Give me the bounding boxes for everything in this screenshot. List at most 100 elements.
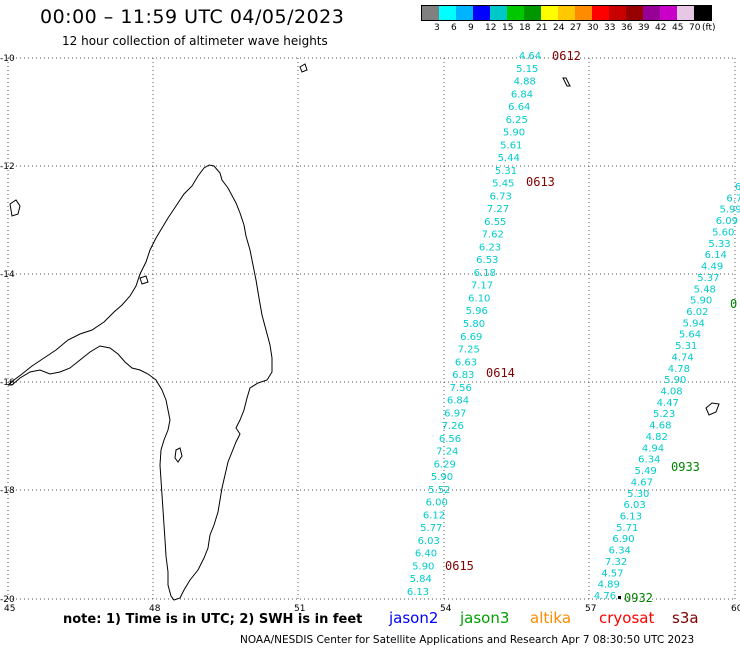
wave-height-value: 6.55 [484, 217, 506, 228]
pass-time-label: 0614 [486, 366, 515, 380]
wave-height-value: 5.90 [431, 472, 453, 483]
pass-time-label: 0 [730, 297, 737, 311]
wave-height-value: 7.26 [442, 421, 464, 432]
legend-cryosat: cryosat [599, 609, 655, 627]
colorbar-label: 36 [621, 23, 633, 33]
pass-time-label: 0932 [624, 591, 653, 605]
wave-height-value: 4.82 [646, 432, 668, 443]
wave-height-value: 6.13 [620, 512, 642, 523]
colorbar-label: 33 [604, 23, 616, 33]
wave-height-value: 4.57 [601, 568, 623, 579]
wave-height-value: 6.84 [447, 396, 469, 407]
pass-marker [618, 596, 621, 599]
madagascar-coastline [8, 164, 273, 601]
colorbar-label: 21 [536, 23, 548, 33]
wave-height-value: 5.61 [500, 140, 522, 151]
latitude-label: -10 [0, 54, 15, 64]
colorbar-label: 30 [587, 23, 599, 33]
wave-height-value: 7.24 [436, 447, 458, 458]
madagascar-north-coast [7, 164, 210, 386]
wave-height-value: 6.10 [468, 294, 490, 305]
small-island-6 [562, 77, 571, 87]
colorbar-swatch [490, 6, 507, 20]
colorbar-swatch [660, 6, 677, 20]
colorbar-labels: 3 6 9 12 15 18 21 24 27 30 33 36 39 42 45 70 (ft) [421, 21, 716, 33]
wave-height-value: 4.78 [668, 364, 690, 375]
wave-height-value: 5.90 [503, 128, 525, 139]
colorbar-swatch [609, 6, 626, 20]
small-island-5 [705, 402, 720, 416]
wave-height-value: 6.23 [479, 242, 501, 253]
wave-height-value: 6.90 [612, 534, 634, 545]
wave-height-value: 4.47 [657, 398, 679, 409]
wave-height-value: 4.74 [671, 352, 693, 363]
wave-height-value: 5.15 [516, 64, 538, 75]
wave-height-value: 5.96 [466, 306, 488, 317]
wave-height-value: 6.53 [476, 255, 498, 266]
longitude-label: 54 [440, 604, 452, 614]
colorbar-swatches [421, 5, 712, 21]
wave-height-value: 7.62 [482, 230, 504, 241]
colorbar-swatch [575, 6, 592, 20]
wave-height-value: 6.12 [423, 510, 445, 521]
latitude-label: -18 [0, 486, 15, 496]
colorbar-swatch [456, 6, 473, 20]
wave-height-value: 6.09 [716, 216, 738, 227]
wave-height-value: 4.88 [514, 77, 536, 88]
colorbar-label: 70 [689, 23, 701, 33]
wave-height-value: 7.27 [487, 204, 509, 215]
colorbar-label: 45 [672, 23, 684, 33]
pass-time-label: 0615 [445, 559, 474, 573]
wave-height-value: 5.30 [627, 489, 649, 500]
wave-height-value: 6.03 [418, 536, 440, 547]
coastline [7, 63, 720, 601]
wave-height-value: 7.25 [458, 345, 480, 356]
wave-height-value: 6.73 [490, 191, 512, 202]
legend-jason2: jason2 [389, 609, 439, 627]
wave-height-value: 4.64 [519, 51, 541, 62]
longitude-label: 57 [585, 604, 596, 614]
wave-height-value: 6.34 [638, 455, 660, 466]
colorbar-swatch [558, 6, 575, 20]
wave-height-value: 6 [735, 182, 740, 193]
colorbar-swatch [422, 6, 439, 20]
longitude-label: 48 [149, 604, 161, 614]
wave-height-value: 6.13 [407, 587, 429, 598]
wave-height-value: 6.64 [508, 102, 530, 113]
wave-height-value: 5.80 [463, 319, 485, 330]
legend-altika: altika [530, 609, 572, 627]
wave-height-values: 4.645.154.886.846.646.255.905.615.445.31… [407, 51, 740, 602]
colorbar-swatch [677, 6, 694, 20]
wave-height-value: 5.60 [712, 227, 734, 238]
wave-height-value: 5.49 [634, 466, 656, 477]
wave-height-value: 5.77 [420, 523, 442, 534]
wave-height-value: 4.94 [642, 443, 664, 454]
small-island-1 [9, 199, 21, 217]
wave-height-value: 6.63 [455, 357, 477, 368]
wave-height-value: 5.48 [694, 284, 716, 295]
colorbar-label: 24 [553, 23, 565, 33]
wave-height-value: 5.90 [690, 296, 712, 307]
wave-height-value: 7.56 [450, 383, 472, 394]
colorbar-swatch [439, 6, 456, 20]
wave-height-value: 4.68 [649, 421, 671, 432]
wave-height-value: 6.69 [460, 332, 482, 343]
wave-height-value: 5.23 [653, 409, 675, 420]
colorbar-label: 39 [638, 23, 650, 33]
colorbar-swatch [524, 6, 541, 20]
wave-height-value: 6.40 [415, 549, 437, 560]
pass-time-label: 0933 [671, 460, 700, 474]
wave-height-value: 6.29 [434, 459, 456, 470]
wave-height-value: 5.31 [675, 341, 697, 352]
wave-height-value: 6.34 [609, 546, 631, 557]
wave-height-value: 5.99 [719, 205, 740, 216]
wave-height-value: 6.83 [452, 370, 474, 381]
wave-height-value: 5.37 [697, 273, 719, 284]
wave-height-value: 6.25 [506, 115, 528, 126]
wave-height-value: 4.89 [598, 580, 620, 591]
longitude-label: 60 [731, 604, 740, 614]
wave-height-value: 6.02 [686, 307, 708, 318]
colorbar-label: 6 [451, 23, 457, 33]
wave-height-value: 7.17 [471, 281, 493, 292]
